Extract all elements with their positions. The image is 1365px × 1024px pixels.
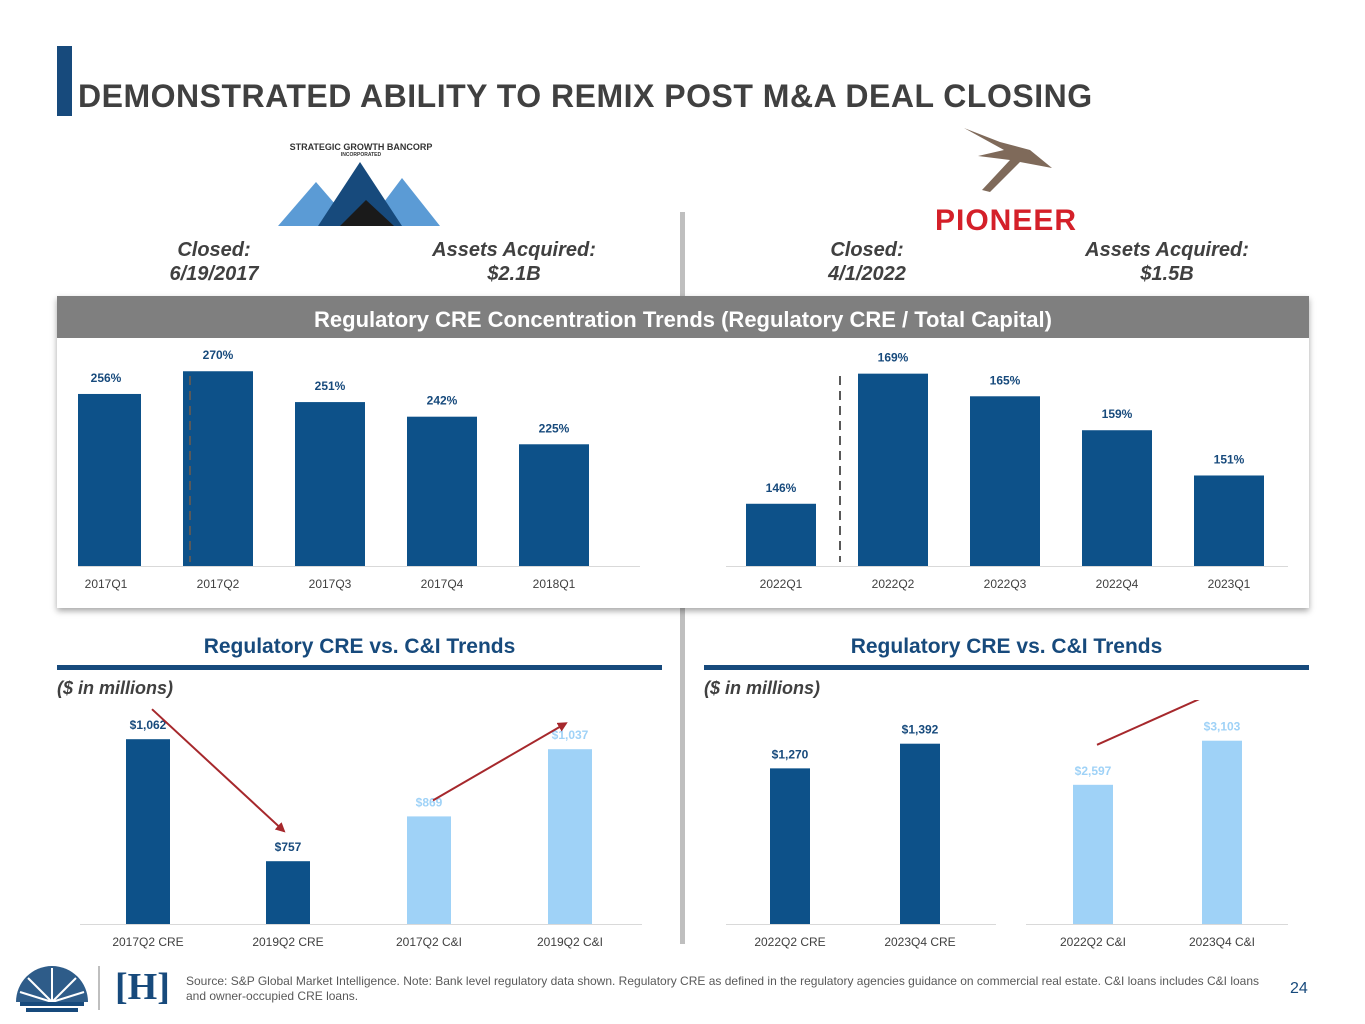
section-rule-left [57, 665, 662, 670]
bar-2018q1 [519, 444, 589, 566]
left-closed-value: 6/19/2017 [169, 263, 259, 285]
title-accent-bar [57, 46, 72, 116]
right-assets-value: $1.5B [1140, 263, 1194, 285]
data-label: $1,037 [552, 728, 589, 742]
tick-label: 2023Q4 C&I [1189, 935, 1255, 949]
bar-2017q4 [407, 416, 477, 566]
tick-label: 2023Q1 [1208, 577, 1251, 591]
section-rule-right [704, 665, 1309, 670]
bar-2017q1 [78, 393, 141, 566]
pioneer-logo-text: PIONEER [935, 204, 1078, 237]
data-label: 169% [878, 351, 909, 365]
bar-2023q4-cre [900, 743, 940, 924]
tick-label: 2022Q3 [984, 577, 1027, 591]
data-label: 251% [315, 379, 346, 393]
data-label: 242% [427, 394, 458, 408]
section-title-left: Regulatory CRE vs. C&I Trends [203, 635, 516, 658]
tick-label: 2017Q2 [197, 577, 240, 591]
chart-conc-left: 256% 2017Q1 270% 2017Q2 251% 2017Q3 242% 2017Q4… [78, 348, 640, 591]
data-label: 151% [1214, 452, 1245, 466]
footer-divider [98, 966, 100, 1010]
bar-2017q2-cre [126, 739, 170, 924]
data-label: 165% [990, 373, 1021, 387]
right-assets-label: Assets Acquired: [1085, 239, 1249, 261]
concentration-header: Regulatory CRE Concentration Trends (Reg… [57, 296, 1309, 338]
data-label: 270% [203, 348, 234, 362]
h-logo: [H] [115, 966, 170, 1008]
right-assets: Assets Acquired: $1.5B [1037, 238, 1297, 286]
bar-2022q2 [858, 373, 928, 566]
data-label: $2,597 [1075, 764, 1112, 778]
chart-conc-right: 146% 2022Q1 169% 2022Q2 165% 2022Q3 159% 2022Q4… [726, 351, 1288, 591]
strategic-growth-sub: INCORPORATED [340, 152, 382, 158]
data-label: $757 [275, 840, 302, 854]
bar-2023q1 [1194, 475, 1264, 566]
source-note: Source: S&P Global Market Intelligence. … [186, 974, 1260, 1003]
bar-2022q3 [970, 396, 1040, 566]
tick-label: 2017Q1 [85, 577, 128, 591]
tick-label: 2022Q2 C&I [1060, 935, 1126, 949]
data-label: $1,062 [130, 718, 167, 732]
data-label: $1,392 [902, 723, 939, 737]
tick-label: 2019Q2 CRE [252, 935, 323, 949]
strategic-growth-name: STRATEGIC GROWTH BANCORP [289, 142, 433, 152]
tick-label: 2023Q4 CRE [884, 935, 955, 949]
bar-2022q4 [1082, 430, 1152, 566]
tick-label: 2022Q2 CRE [754, 935, 825, 949]
bar-2023q4-c-i [1202, 740, 1242, 924]
bar-2019q2-c-i [548, 749, 592, 924]
page-title: DEMONSTRATED ABILITY TO REMIX POST M&A D… [78, 78, 1093, 114]
chart-mix-right: $1,270 2022Q2 CRE $1,392 2023Q4 CRE $2,597 20… [726, 700, 1288, 949]
bar-2022q2-c-i [1073, 784, 1113, 924]
data-label: 159% [1102, 407, 1133, 421]
left-assets: Assets Acquired: $2.1B [384, 238, 644, 286]
bar-2017q2-c-i [407, 816, 451, 924]
trend-arrow [151, 708, 286, 833]
tick-label: 2022Q4 [1096, 577, 1139, 591]
bar-2017q2 [183, 371, 253, 566]
tick-label: 2022Q1 [760, 577, 803, 591]
right-closed-label: Closed: [830, 239, 904, 261]
tick-label: 2017Q2 CRE [112, 935, 183, 949]
tick-label: 2018Q1 [533, 577, 576, 591]
left-closed-label: Closed: [177, 239, 251, 261]
data-label: $1,270 [772, 747, 809, 761]
tick-label: 2022Q2 [872, 577, 915, 591]
page-number: 24 [1290, 980, 1308, 997]
trend-arrow [432, 722, 568, 802]
right-closed: Closed: 4/1/2022 [737, 238, 997, 286]
bar-2022q1 [746, 503, 816, 566]
data-label: 225% [539, 421, 570, 435]
section-title-right: Regulatory CRE vs. C&I Trends [850, 635, 1163, 658]
data-label: 146% [766, 481, 797, 495]
left-closed: Closed: 6/19/2017 [84, 238, 344, 286]
tick-label: 2017Q2 C&I [396, 935, 462, 949]
data-label: $3,103 [1204, 720, 1241, 734]
data-label: 256% [91, 371, 122, 385]
strategic-growth-logo-text: STRATEGIC GROWTH BANCORP INCORPORATED [278, 142, 444, 158]
units-left: ($ in millions) [57, 678, 174, 698]
bar-2022q2-cre [770, 768, 810, 924]
sunburst-logo-icon [16, 966, 88, 1012]
pioneer-bird-logo-icon [964, 128, 1052, 192]
tick-label: 2019Q2 C&I [537, 935, 603, 949]
left-assets-value: $2.1B [487, 263, 541, 285]
left-assets-label: Assets Acquired: [432, 239, 596, 261]
tick-label: 2017Q3 [309, 577, 352, 591]
bar-2017q3 [295, 402, 365, 566]
trend-arrow [1096, 700, 1200, 746]
tick-label: 2017Q4 [421, 577, 464, 591]
right-closed-value: 4/1/2022 [828, 263, 906, 285]
units-right: ($ in millions) [704, 678, 821, 698]
mountains-logo-icon [278, 162, 440, 226]
bar-2019q2-cre [266, 861, 310, 924]
